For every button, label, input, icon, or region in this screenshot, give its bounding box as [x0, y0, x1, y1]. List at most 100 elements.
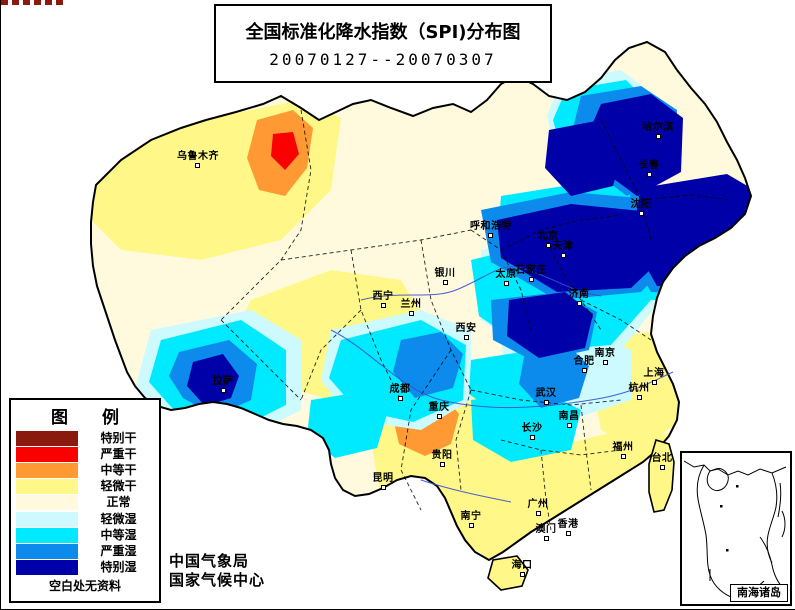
legend-row: 特别干: [11, 430, 159, 446]
city-marker-dot: [581, 368, 587, 373]
city-label: 澳门: [526, 525, 566, 541]
city-label-text: 香港: [557, 519, 579, 530]
title-box: 全国标准化降水指数（SPI)分布图 20070127--20070307: [214, 4, 552, 83]
city-label-text: 长沙: [521, 423, 543, 434]
city-label: 杭州: [619, 384, 659, 400]
legend-label: 特别湿: [100, 560, 137, 575]
legend-rows: 特别干 严重干 中等干轻微干 正常 轻微湿 中等湿 严重湿 特别湿: [11, 430, 159, 576]
city-label-text: 重庆: [428, 402, 450, 413]
city-label: 香港: [548, 520, 588, 536]
publisher-credit: 中国气象局 国家气候中心: [169, 552, 265, 590]
city-marker-dot: [646, 172, 652, 177]
legend-color-swatch: [16, 462, 78, 478]
city-label-text: 广州: [527, 499, 549, 510]
map-date-range: 20070127--20070307: [269, 50, 497, 69]
legend-color-swatch: [16, 543, 78, 559]
legend-row: 严重湿: [11, 543, 159, 559]
city-label-text: 南京: [594, 348, 616, 359]
legend-label: 轻微湿: [100, 511, 137, 526]
city-label: 银川: [425, 269, 465, 285]
city-label-text: 澳门: [535, 524, 557, 535]
city-label-text: 石家庄: [515, 265, 547, 276]
city-label: 北京: [528, 232, 568, 248]
city-label: 西安: [446, 324, 486, 340]
legend-label: 轻微干: [100, 479, 137, 494]
city-label: 哈尔滨: [638, 123, 678, 139]
legend-color-swatch: [16, 479, 78, 495]
legend-row: 中等湿: [11, 527, 159, 543]
city-label: 石家庄: [511, 266, 551, 282]
legend-row: 轻微湿: [11, 511, 159, 527]
city-marker-dot: [397, 396, 403, 401]
city-label-text: 海口: [511, 560, 533, 571]
inset-canvas: [683, 460, 787, 600]
legend-row: 中等干: [11, 462, 159, 478]
legend-color-swatch: [16, 511, 78, 527]
city-marker-dot: [651, 380, 657, 385]
city-label: 天津: [543, 242, 583, 258]
city-marker-dot: [602, 360, 608, 365]
legend-color-swatch: [16, 446, 78, 462]
city-marker-dot: [620, 454, 626, 459]
inset-label: 南海诸岛: [730, 584, 788, 602]
city-label: 台北: [642, 454, 682, 470]
city-label: 成都: [380, 385, 420, 401]
city-label: 呼和浩特: [470, 221, 512, 238]
legend-box: 图 例 特别干 严重干 中等干 轻微干 正常 轻微湿 中等湿 严重湿 特别湿 空白处无资料: [9, 398, 161, 603]
city-marker-dot: [503, 281, 509, 286]
credit-line-2: 国家气候中心: [169, 571, 266, 589]
city-marker-dot: [487, 233, 493, 238]
legend-color-swatch: [16, 527, 78, 543]
top-red-tick-strip: [1, 0, 63, 5]
city-label: 合肥: [564, 357, 604, 373]
city-label: 海口: [502, 561, 542, 577]
city-label: 南昌: [549, 412, 589, 428]
city-marker-dot: [220, 388, 226, 393]
city-label-text: 上海: [643, 368, 665, 379]
city-label-text: 兰州: [400, 299, 422, 310]
credit-line-1: 中国气象局: [169, 552, 250, 570]
legend-label: 正常: [106, 495, 131, 510]
city-label-text: 呼和浩特: [470, 221, 512, 232]
city-label-text: 福州: [612, 442, 634, 453]
province-boundaries: [220, 109, 732, 531]
city-marker-dot: [659, 465, 665, 470]
city-marker-dot: [543, 536, 549, 541]
city-marker-dot: [560, 253, 566, 258]
city-marker-dot: [565, 531, 571, 536]
city-label: 昆明: [363, 474, 403, 490]
city-label-text: 济南: [568, 289, 590, 300]
city-marker-dot: [463, 335, 469, 340]
legend-label: 严重干: [100, 446, 137, 461]
city-marker-dot: [655, 134, 661, 139]
city-label: 乌鲁木齐: [177, 152, 219, 168]
city-label-text: 台北: [651, 453, 673, 464]
city-label-text: 天津: [552, 241, 574, 252]
city-marker-dot: [636, 395, 642, 400]
city-label-text: 贵阳: [431, 450, 453, 461]
city-marker-dot: [439, 462, 445, 467]
city-label-text: 哈尔滨: [642, 122, 674, 133]
city-label-text: 长春: [638, 160, 660, 171]
city-label: 拉萨: [203, 377, 243, 393]
city-label: 长春: [629, 161, 669, 177]
south-china-sea-inset: 南海诸岛: [680, 451, 792, 606]
legend-label: 特别干: [100, 430, 137, 445]
rivers: [330, 266, 674, 503]
city-marker-dot: [442, 280, 448, 285]
city-marker-dot: [638, 211, 644, 216]
taiwan-island: [648, 438, 675, 513]
legend-note: 空白处无资料: [48, 578, 121, 593]
city-label: 广州: [518, 500, 558, 516]
city-marker-dot: [408, 311, 414, 316]
city-label-text: 昆明: [372, 473, 394, 484]
city-marker-dot: [380, 303, 386, 308]
city-label-text: 太原: [495, 269, 517, 280]
legend-color-swatch: [16, 495, 78, 511]
city-marker-dot: [194, 163, 200, 168]
legend-row: 特别湿: [11, 560, 159, 576]
legend-label: 中等干: [100, 462, 137, 477]
city-marker-dot: [468, 523, 474, 528]
